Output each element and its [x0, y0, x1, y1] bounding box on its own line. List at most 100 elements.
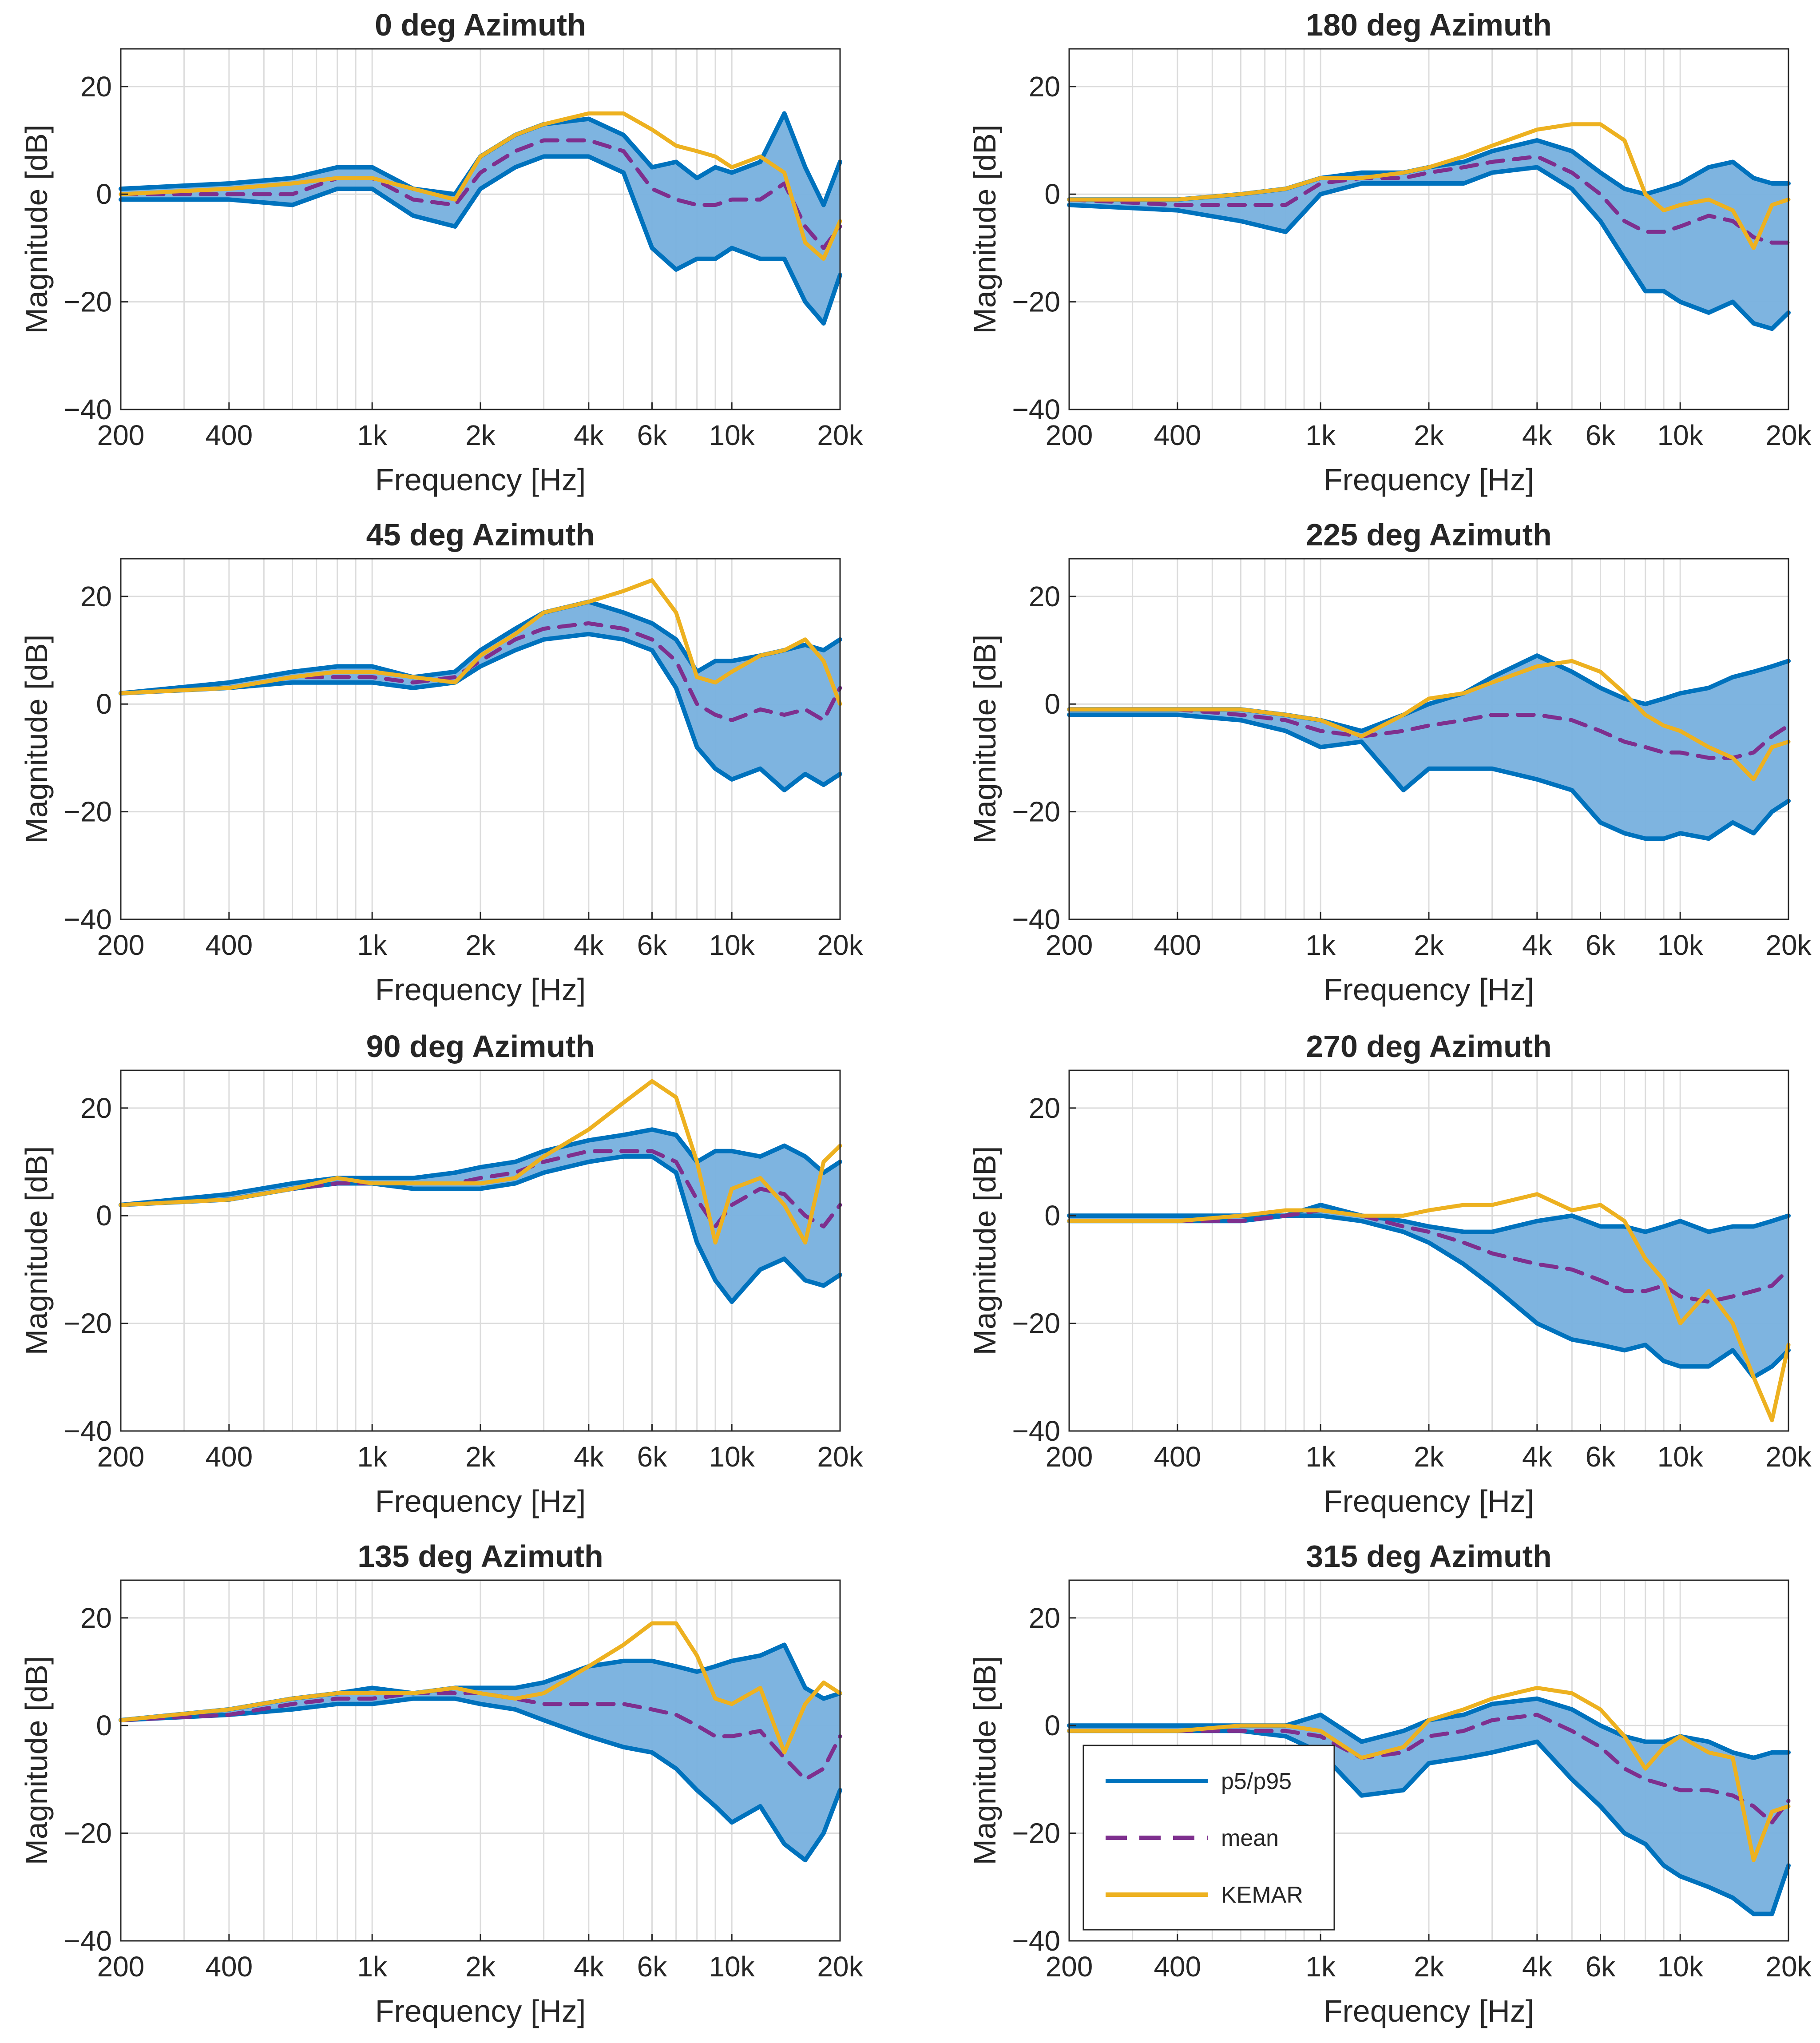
y-tick-label: 0	[1044, 1200, 1060, 1232]
x-tick-label: 10k	[709, 1441, 755, 1473]
y-axis-label: Magnitude [dB]	[19, 125, 54, 334]
series-line-mean	[1067, 707, 1791, 760]
y-tick-label: −20	[1012, 286, 1060, 318]
x-tick-label: 6k	[1586, 929, 1616, 961]
x-tick-label: 1k	[357, 1441, 388, 1473]
y-tick-label: −20	[63, 286, 112, 318]
y-tick-label: 0	[1044, 688, 1060, 720]
panel-1: 200 400 1k 2k 4k 6k 10k 20k −40 −20 0 20 180 deg Azi…	[967, 8, 1812, 497]
legend-label: mean	[1221, 1825, 1279, 1851]
panel-3: 200 400 1k 2k 4k 6k 10k 20k −40 −20 0 20 225 deg Azi…	[967, 517, 1812, 1007]
series-line-kemar	[1067, 122, 1791, 250]
x-tick-label: 1k	[1305, 1441, 1336, 1473]
series-line-mean	[119, 621, 842, 723]
x-axis-label: Frequency [Hz]	[375, 1994, 586, 2028]
y-tick-label: −40	[1012, 393, 1060, 425]
y-tick-label: 20	[80, 580, 112, 612]
series-line-p5	[1067, 165, 1791, 331]
p5-p95-band	[1069, 140, 1788, 329]
x-tick-label: 400	[205, 929, 253, 961]
y-tick-label: −20	[63, 1817, 112, 1849]
series-line-kemar	[119, 111, 842, 261]
y-axis-label: Magnitude [dB]	[19, 1656, 54, 1865]
x-tick-label: 200	[97, 1441, 145, 1473]
y-axis-label: Magnitude [dB]	[967, 125, 1002, 334]
x-tick-label: 200	[1046, 419, 1093, 451]
series-line-p95	[119, 1642, 842, 1723]
x-tick-label: 1k	[1305, 929, 1336, 961]
y-tick-label: −20	[63, 796, 112, 828]
legend-label: p5/p95	[1221, 1769, 1292, 1794]
y-tick-label: 20	[1029, 71, 1060, 103]
y-tick-label: −40	[63, 393, 112, 425]
x-tick-label: 6k	[637, 419, 668, 451]
y-tick-label: −20	[1012, 1817, 1060, 1849]
x-axis-label: Frequency [Hz]	[1324, 462, 1535, 497]
x-tick-label: 20k	[817, 419, 863, 451]
series-line-kemar	[1067, 1685, 1791, 1862]
x-axis-label: Frequency [Hz]	[375, 462, 586, 497]
x-tick-label: 200	[97, 419, 145, 451]
legend-label: KEMAR	[1221, 1882, 1303, 1908]
x-tick-label: 2k	[1414, 1441, 1444, 1473]
x-tick-label: 200	[1046, 1951, 1093, 1983]
panel-6: 200 400 1k 2k 4k 6k 10k 20k −40 −20 0 20 135 deg Azi…	[19, 1539, 864, 2028]
x-tick-label: 1k	[1305, 1951, 1336, 1983]
x-axis-label: Frequency [Hz]	[1324, 1484, 1535, 1518]
x-tick-label: 6k	[637, 1951, 668, 1983]
x-tick-label: 6k	[1586, 1951, 1616, 1983]
series-line-p5	[119, 1696, 842, 1863]
x-axis-label: Frequency [Hz]	[375, 1484, 586, 1518]
x-tick-label: 10k	[709, 1951, 755, 1983]
x-axis-label: Frequency [Hz]	[1324, 1994, 1535, 2028]
x-tick-label: 200	[1046, 1441, 1093, 1473]
x-tick-label: 10k	[1657, 1441, 1704, 1473]
x-tick-label: 4k	[574, 419, 604, 451]
y-tick-label: −20	[1012, 796, 1060, 828]
series-line-mean	[119, 1149, 842, 1228]
y-tick-label: 20	[80, 71, 112, 103]
x-tick-label: 6k	[637, 929, 668, 961]
x-tick-label: 400	[1154, 1441, 1201, 1473]
y-tick-label: −40	[1012, 1415, 1060, 1447]
x-tick-label: 4k	[1522, 929, 1553, 961]
series-line-p5	[119, 154, 842, 326]
x-tick-label: 2k	[465, 1951, 496, 1983]
series-line-p95	[1067, 1696, 1791, 1760]
series-line-p5	[1067, 712, 1791, 841]
x-tick-label: 4k	[1522, 419, 1553, 451]
y-axis-label: Magnitude [dB]	[967, 1656, 1002, 1865]
x-axis-label: Frequency [Hz]	[1324, 972, 1535, 1007]
chart-title: 45 deg Azimuth	[366, 517, 595, 552]
series-line-p5	[119, 1154, 842, 1304]
y-tick-label: −20	[63, 1308, 112, 1339]
y-axis-label: Magnitude [dB]	[967, 635, 1002, 844]
x-tick-label: 1k	[357, 419, 388, 451]
x-tick-label: 1k	[1305, 419, 1336, 451]
y-tick-label: 0	[96, 178, 112, 210]
chart-title: 315 deg Azimuth	[1306, 1539, 1552, 1574]
p5-p95-band	[1069, 656, 1788, 839]
series-line-mean	[1067, 154, 1791, 245]
x-tick-label: 20k	[1765, 929, 1812, 961]
x-tick-label: 400	[1154, 419, 1201, 451]
series-line-mean	[119, 138, 842, 250]
panel-4: 200 400 1k 2k 4k 6k 10k 20k −40 −20 0 20 90 deg Azim…	[19, 1029, 864, 1518]
x-tick-label: 400	[205, 419, 253, 451]
x-tick-label: 6k	[1586, 1441, 1616, 1473]
x-tick-label: 20k	[817, 929, 863, 961]
x-tick-label: 1k	[357, 1951, 388, 1983]
y-tick-label: 20	[1029, 1602, 1060, 1634]
p5-p95-band	[1069, 1205, 1788, 1377]
y-tick-label: 20	[80, 1602, 112, 1634]
y-axis-label: Magnitude [dB]	[967, 1146, 1002, 1355]
chart-title: 225 deg Azimuth	[1306, 517, 1552, 552]
p5-p95-band	[121, 1129, 840, 1302]
y-tick-label: −40	[63, 903, 112, 935]
x-tick-label: 200	[97, 929, 145, 961]
series-line-p95	[119, 1127, 842, 1207]
x-tick-label: 2k	[465, 1441, 496, 1473]
x-tick-label: 2k	[465, 419, 496, 451]
panel-5: 200 400 1k 2k 4k 6k 10k 20k −40 −20 0 20 270 deg Azi…	[967, 1029, 1812, 1518]
y-tick-label: 0	[96, 688, 112, 720]
